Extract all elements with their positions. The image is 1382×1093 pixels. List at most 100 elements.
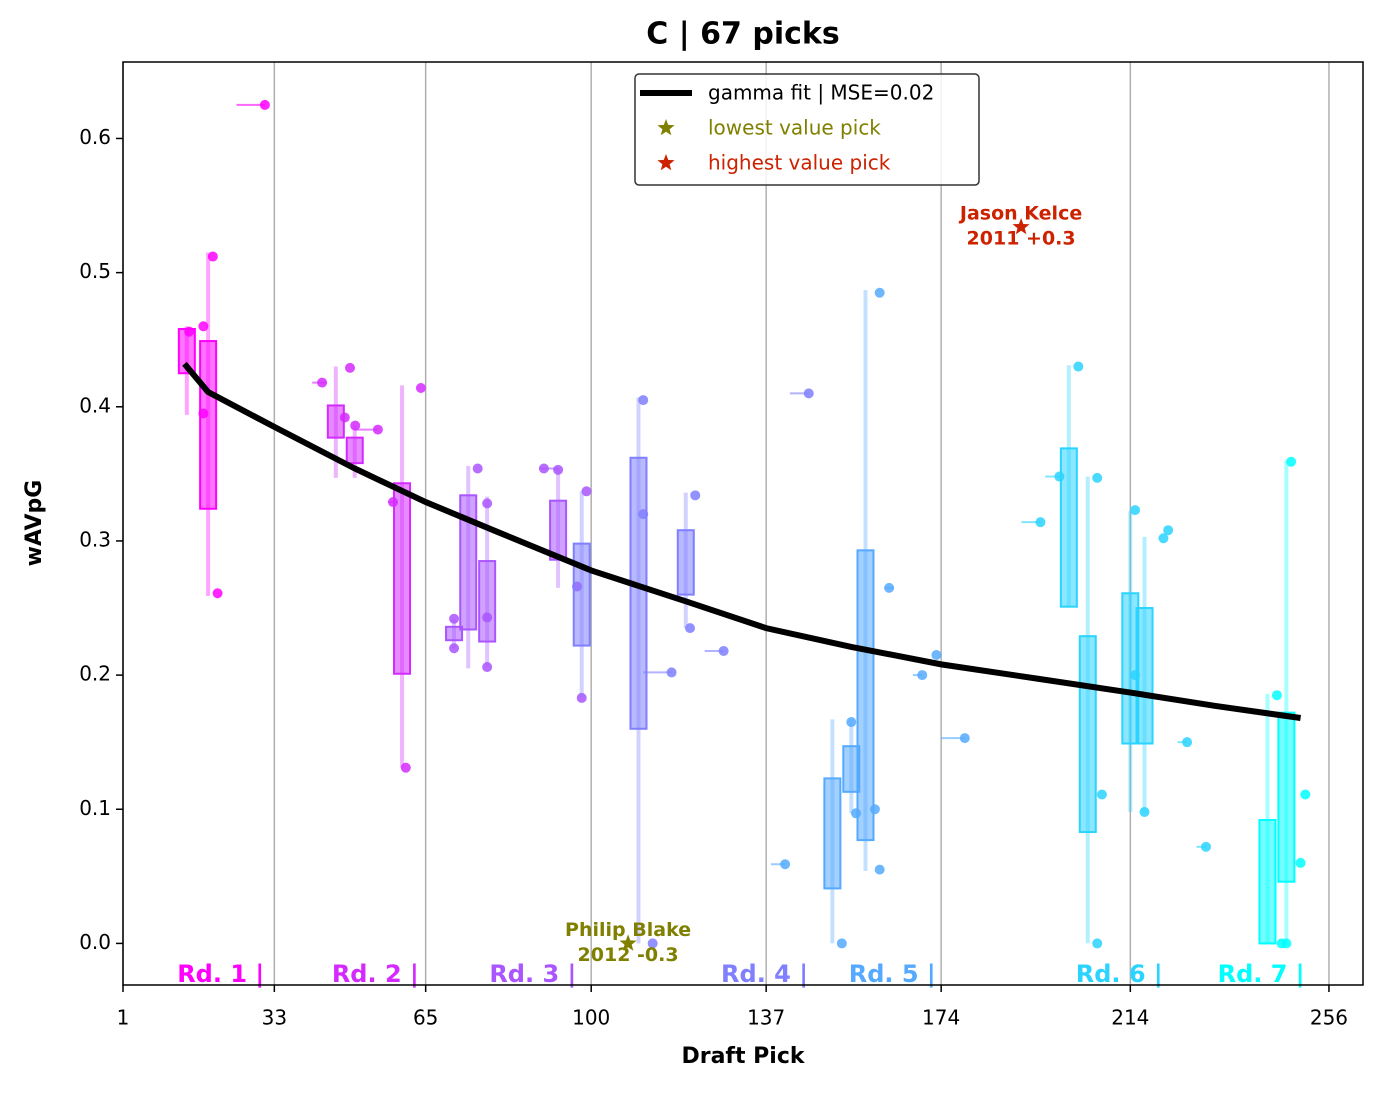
- point: [212, 588, 223, 599]
- box: [459, 494, 478, 631]
- annotation: Philip Blake: [565, 919, 691, 941]
- point: [198, 321, 209, 332]
- point: [1295, 857, 1306, 868]
- box: [1258, 818, 1277, 945]
- fit-line: [182, 361, 1301, 721]
- point: [647, 938, 658, 949]
- point: [638, 395, 649, 406]
- y-tick-label: 0.2: [79, 662, 111, 686]
- round-group: [770, 287, 970, 949]
- box: [549, 499, 568, 561]
- round-group: [312, 362, 426, 773]
- point: [1158, 533, 1169, 544]
- point: [207, 251, 218, 262]
- box: [345, 436, 364, 465]
- round-group: [572, 388, 814, 949]
- point: [931, 649, 942, 660]
- point: [780, 859, 791, 870]
- round-label: Rd. 3 |: [489, 960, 576, 988]
- point: [400, 762, 411, 773]
- point: [666, 667, 677, 678]
- box: [676, 529, 695, 596]
- x-tick-label: 65: [413, 1006, 438, 1030]
- point: [846, 717, 857, 728]
- x-tick-label: 256: [1310, 1006, 1348, 1030]
- box: [629, 456, 648, 730]
- point: [1139, 806, 1150, 817]
- point: [259, 99, 270, 110]
- point: [1035, 517, 1046, 528]
- point: [1130, 670, 1141, 681]
- point: [1286, 456, 1297, 467]
- point: [884, 582, 895, 593]
- point: [869, 804, 880, 815]
- round-label: Rd. 6 |: [1076, 960, 1163, 988]
- legend-star: [657, 154, 675, 171]
- point: [198, 408, 209, 419]
- point: [482, 612, 493, 623]
- x-tick-label: 174: [922, 1006, 960, 1030]
- y-tick-label: 0.6: [79, 125, 111, 149]
- point: [415, 383, 426, 394]
- x-tick-label: 137: [747, 1006, 785, 1030]
- star-marker: [1012, 218, 1030, 235]
- round-label: Rd. 7 |: [1218, 960, 1305, 988]
- legend-label: highest value pick: [708, 151, 891, 175]
- round-label: Rd. 5 |: [849, 960, 936, 988]
- point: [851, 808, 862, 819]
- star-marker: [619, 934, 637, 951]
- point: [917, 670, 928, 681]
- box: [1059, 447, 1078, 608]
- box: [1277, 711, 1296, 883]
- annotation: Jason Kelce: [958, 203, 1082, 225]
- y-tick-label: 0.4: [79, 393, 111, 417]
- annotation: 2011 +0.3: [967, 228, 1076, 250]
- y-tick-label: 0.1: [79, 796, 111, 820]
- point: [1130, 505, 1141, 516]
- y-axis-label: wAVpG: [22, 480, 47, 567]
- round-group: [177, 99, 270, 599]
- point: [372, 424, 383, 435]
- round-group: [445, 463, 592, 703]
- point: [685, 623, 696, 634]
- point: [345, 362, 356, 373]
- box: [572, 542, 591, 647]
- x-axis-label: Draft Pick: [681, 1044, 805, 1069]
- legend-box: [634, 73, 980, 186]
- point: [1092, 472, 1103, 483]
- point: [482, 662, 493, 673]
- legend-label: lowest value pick: [708, 116, 881, 140]
- box: [1078, 635, 1097, 834]
- legend-label: gamma fit | MSE=0.02: [708, 81, 934, 105]
- box: [478, 560, 497, 643]
- point: [350, 420, 361, 431]
- point: [1182, 737, 1193, 748]
- legend-star: [657, 119, 675, 136]
- point: [836, 938, 847, 949]
- point: [959, 733, 970, 744]
- round-group: [1258, 456, 1311, 949]
- point: [874, 287, 885, 298]
- box: [823, 777, 842, 890]
- point: [638, 509, 649, 520]
- point: [482, 498, 493, 509]
- y-tick-label: 0.0: [79, 930, 111, 954]
- point: [472, 463, 483, 474]
- point: [690, 490, 701, 501]
- point: [1163, 525, 1174, 536]
- annotation: 2012 -0.3: [578, 944, 679, 966]
- box: [199, 340, 218, 510]
- box: [326, 404, 345, 439]
- x-tick-label: 100: [572, 1006, 610, 1030]
- point: [1092, 938, 1103, 949]
- point: [1281, 938, 1292, 949]
- point: [874, 864, 885, 875]
- x-tick-label: 33: [262, 1006, 287, 1030]
- box: [856, 549, 875, 842]
- x-tick-label: 1: [117, 1006, 130, 1030]
- point: [1200, 841, 1211, 852]
- y-tick-label: 0.5: [79, 259, 111, 283]
- point: [581, 486, 592, 497]
- point: [1271, 690, 1282, 701]
